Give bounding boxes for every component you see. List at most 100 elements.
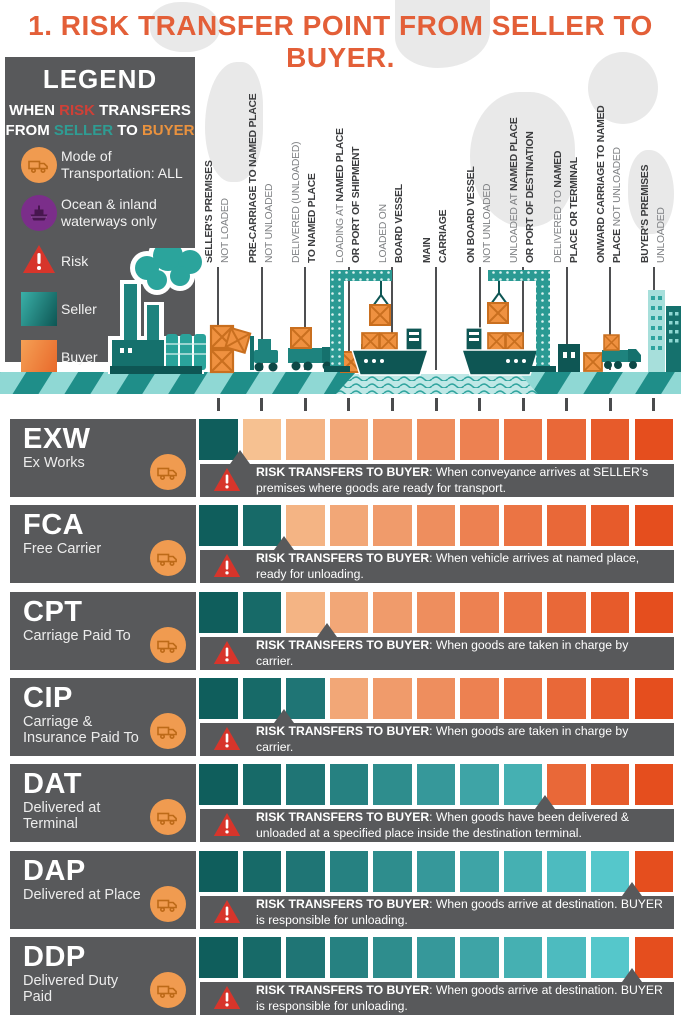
buyer-cell xyxy=(329,678,369,719)
incoterm-code: EXW xyxy=(23,423,91,455)
column-connector-line xyxy=(347,267,350,370)
buyer-swatch xyxy=(21,340,57,374)
seller-cell xyxy=(503,851,543,892)
risk-note-text: RISK TRANSFERS TO BUYER: When goods have… xyxy=(256,810,629,840)
buyer-cell xyxy=(590,505,630,546)
buyer-cell xyxy=(373,419,412,460)
column-tick xyxy=(608,398,612,411)
seller-cell xyxy=(242,592,282,633)
buyer-cell xyxy=(547,678,586,719)
seller-cell xyxy=(286,937,325,978)
legend-subtitle: WHEN RISK TRANSFERS FROM SELLER TO BUYER xyxy=(5,101,195,141)
column-label-line: UNLOADED AT NAMED PLACE xyxy=(507,51,523,264)
column-connector-line xyxy=(478,267,481,370)
legend-item-label: Risk xyxy=(61,252,89,269)
buyer-cell xyxy=(373,592,412,633)
column-label-line: OR PORT OF SHIPMENT xyxy=(348,51,364,263)
crane-icon xyxy=(324,270,392,372)
risk-note-text: RISK TRANSFERS TO BUYER: When goods are … xyxy=(256,724,629,754)
crate-icon xyxy=(583,352,603,372)
risk-note-bar: RISK TRANSFERS TO BUYER: When goods have… xyxy=(200,809,674,842)
column-label-line: ON BOARD VESSEL xyxy=(464,51,480,263)
column-label-10: ONWARD CARRIAGE TO NAMED PLACE NOT UNLOAD… xyxy=(594,51,626,263)
transport-all-icon xyxy=(21,147,57,183)
buyer-cell xyxy=(286,419,325,460)
incoterm-box-dat: DAT Delivered at Terminal xyxy=(10,764,196,842)
column-connector-line xyxy=(304,267,307,370)
seller-cell xyxy=(547,937,586,978)
incoterm-box-cpt: CPT Carriage Paid To xyxy=(10,592,196,670)
warehouse-icon xyxy=(558,344,580,372)
transport-all-icon xyxy=(150,713,186,749)
legend-item-icon xyxy=(17,195,61,231)
incoterm-mode-icon xyxy=(150,540,186,576)
column-label-text: ONWARD CARRIAGE TO NAMED xyxy=(596,105,608,263)
incoterm-name: Carriage Paid To xyxy=(23,628,131,644)
risk-transfer-pointer xyxy=(621,968,642,982)
legend-panel: LEGEND WHEN RISK TRANSFERS FROM SELLER TO… xyxy=(5,57,195,374)
factory-icon xyxy=(108,248,212,374)
risk-icon xyxy=(213,812,241,842)
column-label-text: NAMED PLACE xyxy=(334,128,346,202)
risk-icon xyxy=(213,899,241,929)
risk-note-bar: RISK TRANSFERS TO BUYER: When conveyance… xyxy=(200,464,674,497)
risk-note-bar: RISK TRANSFERS TO BUYER: When goods arri… xyxy=(200,896,674,929)
truck-icon xyxy=(602,334,641,369)
buyer-cell xyxy=(503,505,543,546)
seller-cell xyxy=(329,851,369,892)
buyer-cell xyxy=(460,419,499,460)
transport-all-icon xyxy=(150,886,186,922)
map-background-shape xyxy=(588,52,658,124)
column-connector-line xyxy=(391,267,394,370)
seller-cell xyxy=(242,851,282,892)
risk-note-text: RISK TRANSFERS TO BUYER: When goods are … xyxy=(256,638,629,668)
logistics-illustration xyxy=(0,248,681,394)
risk-icon xyxy=(213,467,241,497)
buyer-cell xyxy=(590,764,630,805)
risk-icon xyxy=(213,467,241,497)
incoterm-code: FCA xyxy=(23,509,85,541)
legend-item-label: Ocean & inland waterways only xyxy=(61,196,157,229)
transport-all-icon xyxy=(150,454,186,490)
buyer-cell xyxy=(547,592,586,633)
risk-transfer-pointer xyxy=(273,536,294,550)
risk-icon xyxy=(213,553,241,583)
buyer-cell xyxy=(634,678,673,719)
column-connector-line xyxy=(260,267,263,370)
column-label-4: LOADING AT NAMED PLACE OR PORT OF SHIPMEN… xyxy=(333,51,365,263)
risk-note-bar: RISK TRANSFERS TO BUYER: When goods are … xyxy=(200,637,674,670)
column-label-text: NOT UNLOADED xyxy=(611,147,623,230)
map-background-shape xyxy=(395,0,490,68)
column-label-text: OR PORT OF SHIPMENT xyxy=(350,146,362,263)
risk-icon xyxy=(213,899,241,929)
column-connector-line xyxy=(435,267,437,370)
ocean-waterways-icon xyxy=(21,195,57,231)
column-tick xyxy=(478,398,482,411)
column-label-line: NOT UNLOADED xyxy=(261,51,277,263)
buyer-cell xyxy=(590,678,630,719)
column-tick xyxy=(303,398,307,411)
buyer-cell xyxy=(329,419,369,460)
legend-subtitle-segment: RISK xyxy=(59,102,95,119)
seller-cell xyxy=(373,937,412,978)
risk-note-bold: RISK TRANSFERS TO BUYER xyxy=(256,551,430,565)
buyer-cell xyxy=(547,505,586,546)
risk-note-bold: RISK TRANSFERS TO BUYER xyxy=(256,810,430,824)
column-label-line: PLACE OR TERMINAL xyxy=(566,51,582,263)
seller-cell xyxy=(286,764,325,805)
incoterm-box-fca: FCA Free Carrier xyxy=(10,505,196,583)
incoterm-name: Delivered Duty Paid xyxy=(23,973,119,1005)
column-label-7: ON BOARD VESSEL NOT UNLOADED xyxy=(464,51,496,263)
seller-cell xyxy=(199,678,238,719)
cargo-ship-icon xyxy=(460,327,540,376)
incoterm-code: DAT xyxy=(23,768,82,800)
column-label-line: OR PORT OF DESTINATION xyxy=(523,51,539,263)
column-connector-line xyxy=(217,267,220,370)
legend-item: Risk xyxy=(17,241,189,281)
seller-cell xyxy=(373,851,412,892)
seller-cell xyxy=(199,937,238,978)
risk-icon xyxy=(213,726,241,756)
map-background-shape xyxy=(470,92,575,227)
incoterm-code: CIP xyxy=(23,682,73,714)
buyer-cell xyxy=(460,678,499,719)
